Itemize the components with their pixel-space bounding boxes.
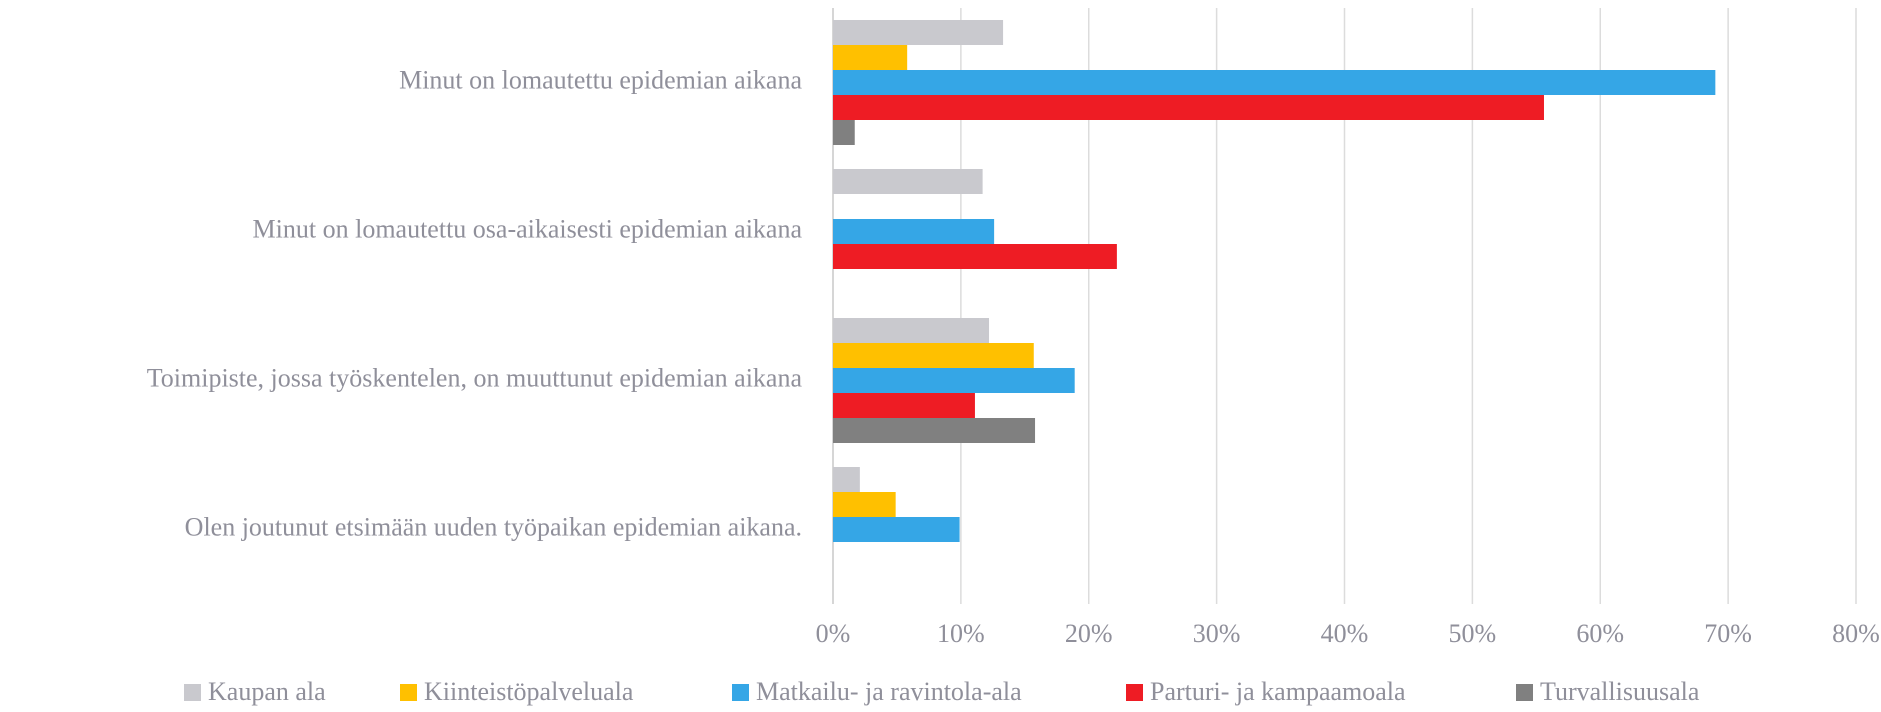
legend-swatch — [400, 684, 417, 701]
bar — [833, 219, 995, 244]
legend-swatch — [732, 684, 749, 701]
x-tick-label: 10% — [937, 619, 985, 648]
bar — [833, 20, 1004, 45]
legend-swatch — [184, 684, 201, 701]
bar — [833, 368, 1075, 393]
x-tick-label: 80% — [1832, 619, 1880, 648]
bar — [833, 343, 1034, 368]
bar — [833, 517, 960, 542]
legend-label: Parturi- ja kampaamoala — [1150, 677, 1406, 706]
x-tick-label: 50% — [1449, 619, 1497, 648]
x-tick-label: 30% — [1193, 619, 1241, 648]
bar — [833, 120, 855, 145]
bar — [833, 467, 860, 492]
bar — [833, 244, 1117, 269]
legend-swatch — [1126, 684, 1143, 701]
x-tick-label: 40% — [1321, 619, 1369, 648]
bar — [833, 70, 1716, 95]
legend-label: Turvallisuusala — [1540, 677, 1700, 706]
legend-label: Matkailu- ja ravintola-ala — [756, 677, 1022, 706]
x-tick-label: 60% — [1576, 619, 1624, 648]
legend-label: Kaupan ala — [208, 677, 326, 706]
bar — [833, 492, 896, 517]
category-label: Toimipiste, jossa työskentelen, on muutt… — [147, 363, 803, 392]
bar — [833, 418, 1036, 443]
x-tick-label: 70% — [1704, 619, 1752, 648]
x-tick-label: 0% — [816, 619, 851, 648]
category-label: Minut on lomautettu epidemian aikana — [399, 65, 802, 94]
bar — [833, 95, 1544, 120]
category-label: Minut on lomautettu osa-aikaisesti epide… — [253, 214, 803, 243]
bar — [833, 393, 975, 418]
bar — [833, 318, 990, 343]
bar — [833, 169, 983, 194]
x-tick-label: 20% — [1065, 619, 1113, 648]
legend-swatch — [1516, 684, 1533, 701]
legend-label: Kiinteistöpalveluala — [424, 677, 634, 706]
category-label: Olen joutunut etsimään uuden työpaikan e… — [185, 512, 802, 541]
bar — [833, 45, 908, 70]
